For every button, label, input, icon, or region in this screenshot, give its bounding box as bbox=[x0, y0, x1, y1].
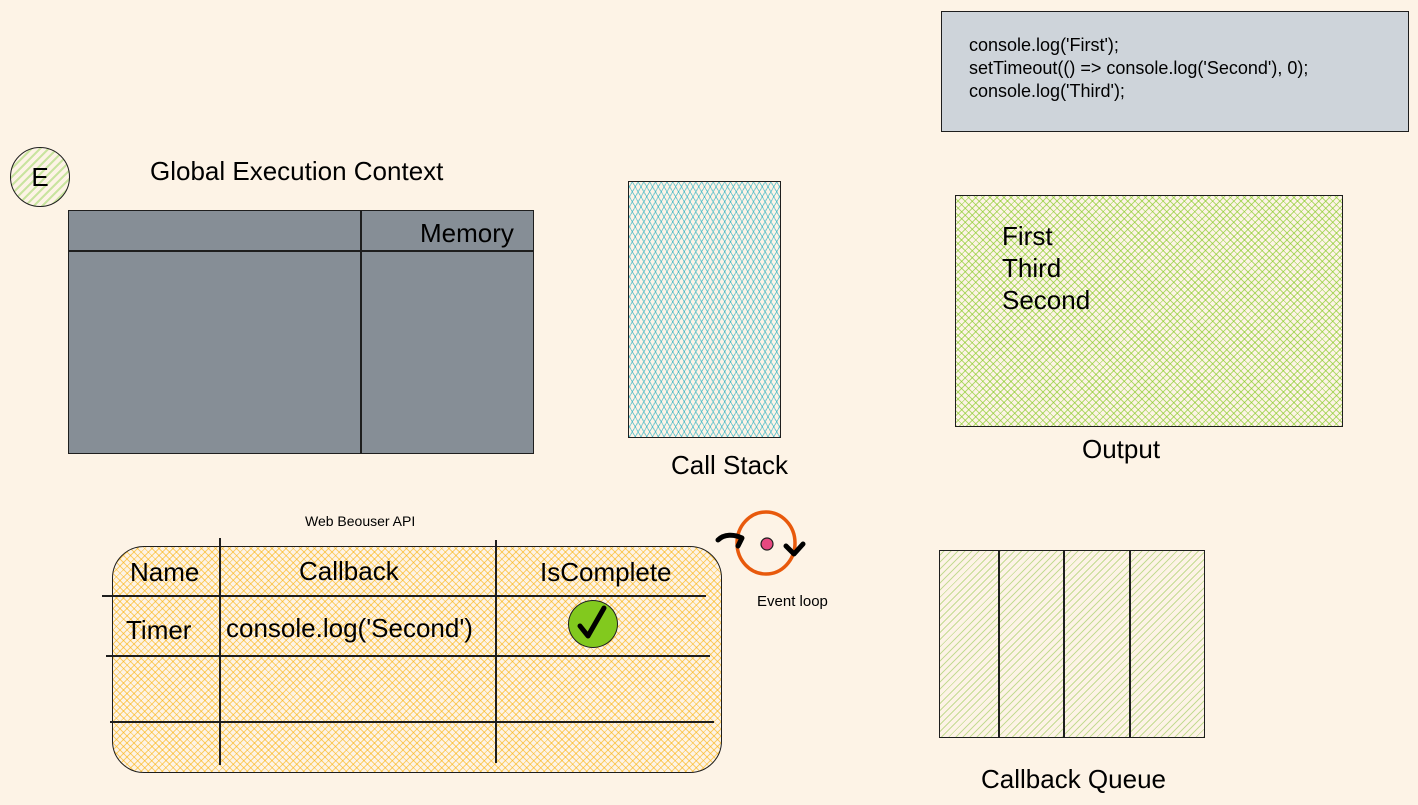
output-line-2: Third bbox=[1002, 253, 1062, 283]
output-label: Output bbox=[1082, 434, 1161, 464]
output-line-3: Second bbox=[1002, 285, 1091, 315]
output-box: First Third Second bbox=[955, 195, 1343, 427]
queue-slot-divider-1 bbox=[998, 551, 1000, 737]
callback-queue-label: Callback Queue bbox=[981, 764, 1166, 794]
call-stack-box bbox=[628, 181, 781, 438]
code-line-1: console.log('First'); bbox=[969, 35, 1119, 55]
header-callback: Callback bbox=[299, 556, 399, 586]
header-is-complete: IsComplete bbox=[540, 557, 672, 587]
queue-slot-divider-3 bbox=[1129, 551, 1131, 737]
global-execution-context-table: Memory bbox=[68, 210, 534, 454]
row-timer-name: Timer bbox=[126, 615, 192, 645]
header-name: Name bbox=[130, 557, 200, 587]
code-line-2: setTimeout(() => console.log('Second'), … bbox=[969, 58, 1309, 78]
e-badge: E bbox=[10, 147, 70, 207]
web-api-row-divider-1 bbox=[102, 595, 706, 597]
row-timer-callback: console.log('Second') bbox=[226, 613, 473, 643]
memory-label: Memory bbox=[420, 218, 514, 248]
web-api-col-divider-2 bbox=[495, 540, 497, 763]
gec-header-divider bbox=[69, 250, 533, 252]
gec-title: Global Execution Context bbox=[150, 156, 444, 186]
output-line-1: First bbox=[1002, 221, 1053, 251]
check-icon bbox=[568, 600, 618, 648]
web-api-title: Web Beouser API bbox=[305, 513, 416, 529]
queue-slot-divider-2 bbox=[1063, 551, 1065, 737]
web-api-table bbox=[112, 546, 722, 773]
event-loop-icon bbox=[715, 510, 806, 576]
call-stack-label: Call Stack bbox=[671, 450, 789, 480]
web-api-col-divider-1 bbox=[219, 538, 221, 765]
callback-queue-box bbox=[939, 550, 1205, 738]
gec-column-divider bbox=[360, 211, 362, 453]
code-snippet-box: console.log('First'); setTimeout(() => c… bbox=[941, 11, 1409, 132]
code-line-3: console.log('Third'); bbox=[969, 81, 1125, 101]
web-api-row-divider-2 bbox=[106, 655, 710, 657]
event-loop-label: Event loop bbox=[757, 593, 828, 610]
web-api-row-divider-3 bbox=[110, 721, 714, 723]
